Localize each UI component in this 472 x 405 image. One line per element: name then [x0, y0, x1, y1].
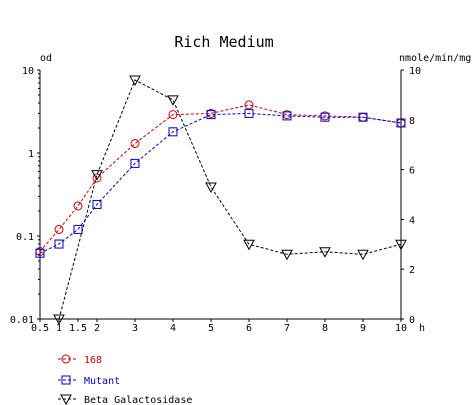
data-point-mutant	[168, 127, 178, 137]
data-point-beta-galactosidase	[357, 249, 369, 261]
data-point-mutant	[206, 110, 216, 120]
left-tick-label: 0.1	[16, 232, 34, 243]
data-point-168	[130, 139, 140, 149]
series-beta-galactosidase	[53, 75, 407, 326]
x-tick-label: 4	[170, 323, 176, 334]
legend-label: Beta Galactosidase	[84, 395, 192, 405]
data-point-mutant	[130, 158, 140, 168]
left-tick-label: 10	[22, 66, 34, 77]
x-tick-label: 1	[56, 323, 62, 334]
data-point-mutant	[282, 111, 292, 121]
legend-marker	[60, 394, 72, 405]
x-tick-label: 6	[246, 323, 252, 334]
plot-series	[35, 75, 407, 326]
legend-label: 168	[84, 355, 102, 366]
chart-title: Rich Medium	[174, 33, 273, 51]
right-tick-label: 10	[409, 66, 421, 77]
data-point-mutant	[92, 199, 102, 209]
series-168	[35, 100, 406, 257]
legend-marker	[61, 375, 71, 385]
left-axis-label: od	[40, 53, 52, 64]
legend: 168 Mutant Beta Galactosidase	[58, 354, 192, 405]
data-point-beta-galactosidase	[129, 75, 141, 86]
data-point-mutant	[35, 248, 45, 258]
legend-item-168: 168	[58, 354, 102, 366]
x-tick-label: 1.5	[69, 323, 87, 334]
x-tick-label: 7	[284, 323, 290, 334]
data-point-168	[168, 110, 178, 120]
right-tick-label: 2	[409, 265, 415, 276]
left-tick-label: 1	[28, 149, 34, 160]
data-point-168	[73, 201, 83, 211]
data-point-168	[92, 173, 102, 183]
data-point-mutant	[320, 112, 330, 122]
data-point-beta-galactosidase	[91, 170, 103, 181]
right-axis-label: nmole/min/mg	[399, 53, 471, 64]
right-tick-label: 8	[409, 116, 415, 127]
series-mutant	[35, 108, 406, 258]
x-tick-label: 2	[94, 323, 100, 334]
data-point-beta-galactosidase	[243, 239, 255, 251]
legend-item-mutant: Mutant	[58, 375, 120, 387]
x-axis-label: h	[419, 323, 425, 334]
legend-marker	[61, 354, 71, 364]
data-point-beta-galactosidase	[205, 182, 217, 194]
data-point-mutant	[396, 118, 406, 128]
data-point-168	[244, 100, 254, 110]
x-tick-label: 8	[322, 323, 328, 334]
data-point-beta-galactosidase	[395, 239, 407, 251]
x-tick-label: 9	[360, 323, 366, 334]
data-point-beta-galactosidase	[53, 314, 65, 326]
x-tick-label: 10	[395, 323, 407, 334]
data-point-mutant	[73, 224, 83, 234]
data-point-mutant	[244, 108, 254, 118]
data-point-168	[54, 224, 64, 234]
legend-item-beta-galactosidase: Beta Galactosidase	[58, 394, 192, 405]
left-tick-label: 0.01	[10, 315, 34, 326]
x-tick-label: 0.5	[31, 323, 49, 334]
data-point-beta-galactosidase	[281, 249, 293, 261]
data-point-mutant	[358, 112, 368, 122]
x-tick-label: 5	[208, 323, 214, 334]
right-tick-label: 6	[409, 166, 415, 177]
series-line-168	[39, 104, 402, 252]
legend-label: Mutant	[84, 376, 120, 387]
data-point-beta-galactosidase	[167, 95, 179, 106]
right-tick-label: 4	[409, 215, 415, 226]
data-point-beta-galactosidase	[319, 247, 331, 258]
x-tick-label: 3	[132, 323, 138, 334]
right-tick-label: 0	[409, 315, 415, 326]
series-line-beta-galactosidase	[58, 79, 402, 320]
series-line-mutant	[39, 112, 402, 254]
data-point-mutant	[54, 239, 64, 249]
